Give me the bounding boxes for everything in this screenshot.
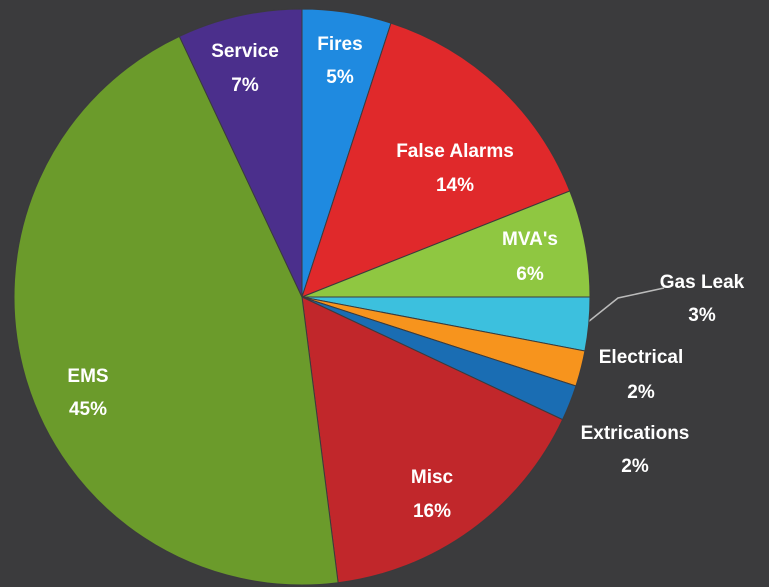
slice-value-label: 3%	[688, 305, 716, 326]
slice-value-label: 16%	[413, 501, 451, 522]
slice-value-label: 2%	[621, 456, 649, 477]
slice-value-label: 6%	[516, 264, 544, 285]
slice-value-label: 14%	[436, 175, 474, 196]
pie-slice	[178, 8, 303, 298]
slice-label: MVA's	[502, 229, 558, 250]
slice-value-label: 2%	[627, 382, 655, 403]
slice-value-label: 7%	[231, 75, 259, 96]
slice-label: Fires	[317, 34, 362, 55]
pie-slice	[13, 35, 339, 586]
slice-label: EMS	[67, 366, 108, 387]
slice-label: Misc	[411, 467, 454, 488]
leader-line	[587, 287, 665, 323]
slice-label: False Alarms	[396, 141, 514, 162]
slice-label: Extrications	[581, 423, 690, 444]
slice-label: Gas Leak	[660, 272, 745, 293]
pie-slice	[301, 296, 564, 584]
slice-label: Service	[211, 41, 279, 62]
slice-label: Electrical	[599, 347, 684, 368]
slice-value-label: 5%	[326, 67, 354, 88]
slice-value-label: 45%	[69, 399, 107, 420]
pie-slice	[301, 22, 571, 298]
